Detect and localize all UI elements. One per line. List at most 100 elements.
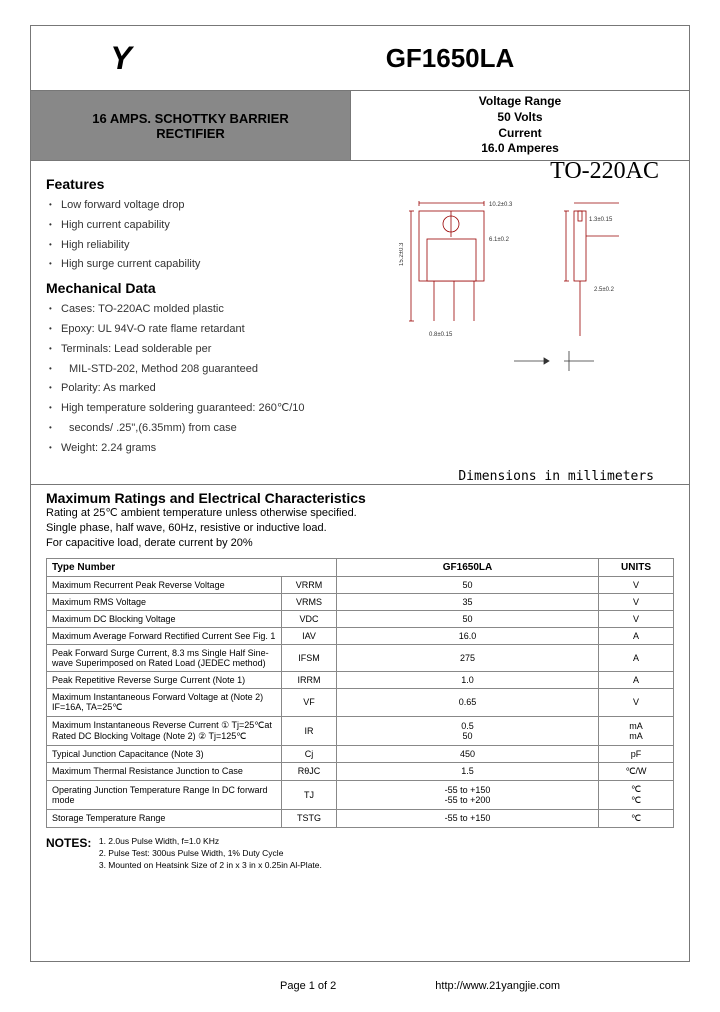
product-title-box: 16 AMPS. SCHOTTKY BARRIER RECTIFIER	[31, 91, 351, 160]
cell-unit: ℃	[599, 809, 674, 827]
cell-symbol: Cj	[282, 745, 337, 762]
cell-param: Peak Forward Surge Current, 8.3 ms Singl…	[47, 644, 282, 671]
cell-param: Peak Repetitive Reverse Surge Current (N…	[47, 671, 282, 688]
cell-value: 50	[337, 610, 599, 627]
product-title-line1: 16 AMPS. SCHOTTKY BARRIER	[92, 111, 288, 126]
cell-symbol: TSTG	[282, 809, 337, 827]
cell-unit: mA mA	[599, 716, 674, 745]
table-row: Peak Forward Surge Current, 8.3 ms Singl…	[47, 644, 674, 671]
list-item: High temperature soldering guaranteed: 2…	[51, 399, 674, 419]
cell-param: Maximum Instantaneous Forward Voltage at…	[47, 688, 282, 716]
cell-symbol: VDC	[282, 610, 337, 627]
ratings-title: Maximum Ratings and Electrical Character…	[46, 490, 674, 506]
footer: Page 1 of 2 http://www.21yangjie.com	[0, 980, 720, 992]
cell-value: 275	[337, 644, 599, 671]
cell-value: 35	[337, 593, 599, 610]
table-row: Storage Temperature RangeTSTG-55 to +150…	[47, 809, 674, 827]
cell-symbol: VRMS	[282, 593, 337, 610]
table-row: Maximum Thermal Resistance Junction to C…	[47, 762, 674, 780]
cell-unit: V	[599, 593, 674, 610]
th-type: Type Number	[47, 558, 337, 576]
ratings-sub-2: Single phase, half wave, 60Hz, resistive…	[46, 521, 674, 536]
table-row: Maximum Instantaneous Reverse Current ① …	[47, 716, 674, 745]
svg-text:2.5±0.2: 2.5±0.2	[594, 287, 615, 293]
cell-unit: pF	[599, 745, 674, 762]
cell-unit: A	[599, 627, 674, 644]
cell-unit: ℃ ℃	[599, 780, 674, 809]
cell-value: 1.5	[337, 762, 599, 780]
package-label: TO-220AC	[550, 158, 659, 185]
ratings-sub-3: For capacitive load, derate current by 2…	[46, 536, 674, 551]
cell-unit: A	[599, 671, 674, 688]
table-row: Peak Repetitive Reverse Surge Current (N…	[47, 671, 674, 688]
cell-unit: A	[599, 644, 674, 671]
cell-value: 16.0	[337, 627, 599, 644]
ratings-sub-1: Rating at 25℃ ambient temperature unless…	[46, 506, 674, 521]
note-item: 1. 2.0us Pulse Width, f=1.0 KHz	[99, 836, 322, 848]
th-part: GF1650LA	[337, 558, 599, 576]
note-item: 2. Pulse Test: 300us Pulse Width, 1% Dut…	[99, 848, 322, 860]
svg-text:15.2±0.3: 15.2±0.3	[399, 242, 405, 266]
note-item: 3. Mounted on Heatsink Size of 2 in x 3 …	[99, 860, 322, 872]
voltage-range-value: 50 Volts	[497, 110, 542, 126]
table-row: Maximum Recurrent Peak Reverse VoltageVR…	[47, 576, 674, 593]
cell-param: Maximum Instantaneous Reverse Current ① …	[47, 716, 282, 745]
list-item: Weight: 2.24 grams	[51, 439, 674, 459]
cell-unit: V	[599, 610, 674, 627]
product-title-line2: RECTIFIER	[156, 126, 225, 141]
cell-param: Operating Junction Temperature Range In …	[47, 780, 282, 809]
cell-value: 1.0	[337, 671, 599, 688]
spec-table: Type Number GF1650LA UNITS Maximum Recur…	[46, 558, 674, 828]
svg-text:6.1±0.2: 6.1±0.2	[489, 237, 510, 243]
notes-title: NOTES:	[46, 836, 91, 850]
dimension-label: Dimensions in millimeters	[46, 469, 654, 484]
current-value: 16.0 Amperes	[481, 141, 559, 157]
cell-value: -55 to +150 -55 to +200	[337, 780, 599, 809]
cell-unit: V	[599, 688, 674, 716]
table-row: Operating Junction Temperature Range In …	[47, 780, 674, 809]
voltage-range-label: Voltage Range	[479, 94, 561, 110]
cell-value: 50	[337, 576, 599, 593]
cell-param: Maximum Thermal Resistance Junction to C…	[47, 762, 282, 780]
table-row: Maximum RMS VoltageVRMS35V	[47, 593, 674, 610]
cell-param: Maximum DC Blocking Voltage	[47, 610, 282, 627]
current-label: Current	[498, 126, 541, 142]
spec-summary: Voltage Range 50 Volts Current 16.0 Ampe…	[351, 91, 689, 160]
table-row: Maximum Instantaneous Forward Voltage at…	[47, 688, 674, 716]
cell-param: Typical Junction Capacitance (Note 3)	[47, 745, 282, 762]
package-diagram: 10.2±0.3 6.1±0.2 15.2±0.3 0.8±0.15 1.3±0…	[399, 191, 679, 391]
ratings-subtitle: Rating at 25℃ ambient temperature unless…	[46, 506, 674, 552]
footer-url: http://www.21yangjie.com	[435, 980, 560, 992]
cell-param: Maximum RMS Voltage	[47, 593, 282, 610]
svg-text:1.3±0.15: 1.3±0.15	[589, 217, 613, 223]
cell-symbol: IFSM	[282, 644, 337, 671]
cell-value: 450	[337, 745, 599, 762]
cell-symbol: VRRM	[282, 576, 337, 593]
list-item: seconds/ .25",(6.35mm) from case	[51, 419, 674, 439]
notes-list: 1. 2.0us Pulse Width, f=1.0 KHz 2. Pulse…	[99, 836, 322, 872]
page-number: Page 1 of 2	[280, 980, 336, 992]
th-units: UNITS	[599, 558, 674, 576]
cell-unit: V	[599, 576, 674, 593]
cell-symbol: TJ	[282, 780, 337, 809]
cell-symbol: IAV	[282, 627, 337, 644]
table-row: Typical Junction Capacitance (Note 3)Cj4…	[47, 745, 674, 762]
svg-text:0.8±0.15: 0.8±0.15	[429, 332, 453, 338]
table-row: Maximum Average Forward Rectified Curren…	[47, 627, 674, 644]
cell-param: Maximum Average Forward Rectified Curren…	[47, 627, 282, 644]
cell-value: -55 to +150	[337, 809, 599, 827]
svg-text:10.2±0.3: 10.2±0.3	[489, 202, 513, 208]
cell-symbol: RθJC	[282, 762, 337, 780]
cell-param: Storage Temperature Range	[47, 809, 282, 827]
logo: Y	[31, 26, 211, 90]
cell-symbol: IRRM	[282, 671, 337, 688]
cell-param: Maximum Recurrent Peak Reverse Voltage	[47, 576, 282, 593]
cell-symbol: VF	[282, 688, 337, 716]
part-number: GF1650LA	[211, 26, 689, 90]
table-row: Maximum DC Blocking VoltageVDC50V	[47, 610, 674, 627]
cell-unit: ℃/W	[599, 762, 674, 780]
cell-symbol: IR	[282, 716, 337, 745]
cell-value: 0.5 50	[337, 716, 599, 745]
cell-value: 0.65	[337, 688, 599, 716]
notes-section: NOTES: 1. 2.0us Pulse Width, f=1.0 KHz 2…	[46, 836, 674, 872]
